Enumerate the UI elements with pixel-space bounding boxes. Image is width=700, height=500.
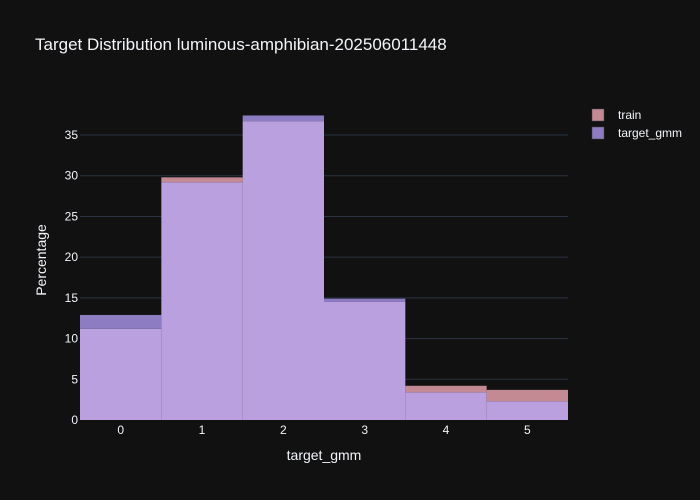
- y-tick-label: 20: [65, 250, 79, 264]
- chart-title: Target Distribution luminous-amphibian-2…: [35, 35, 447, 54]
- y-tick-label: 30: [65, 169, 79, 183]
- x-tick-label: 0: [117, 423, 124, 437]
- bar-target_gmm-0: [80, 314, 162, 329]
- x-tick-label: 3: [361, 423, 368, 437]
- bar-train-1: [161, 177, 243, 183]
- bar-overlap-5: [486, 401, 568, 420]
- y-tick-label: 15: [65, 291, 79, 305]
- legend-swatch: [591, 108, 605, 122]
- y-axis-title: Percentage: [33, 224, 49, 296]
- bar-target_gmm-3: [324, 298, 406, 302]
- y-tick-label: 35: [65, 128, 79, 142]
- x-axis-title: target_gmm: [287, 447, 362, 463]
- bar-train-5: [486, 389, 568, 402]
- bar-overlap-2: [242, 121, 324, 421]
- bars: [80, 115, 568, 421]
- bar-train-4: [405, 385, 487, 393]
- x-tick-label: 2: [280, 423, 287, 437]
- y-tick-label: 10: [65, 332, 79, 346]
- y-tick-label: 25: [65, 209, 79, 223]
- bar-overlap-4: [405, 392, 487, 420]
- legend-label: train: [618, 108, 641, 122]
- y-axis-ticks: 0 5 10 15 20 25 30 35: [65, 128, 79, 427]
- y-tick-label: 0: [71, 413, 78, 427]
- bar-overlap-3: [324, 301, 406, 420]
- legend-item-train[interactable]: train: [591, 108, 641, 122]
- x-tick-label: 1: [199, 423, 206, 437]
- legend-swatch: [591, 126, 605, 140]
- legend[interactable]: train target_gmm: [591, 108, 682, 140]
- bar-overlap-0: [80, 328, 162, 420]
- y-tick-label: 5: [71, 372, 78, 386]
- legend-label: target_gmm: [618, 126, 682, 140]
- legend-item-target_gmm[interactable]: target_gmm: [591, 126, 682, 140]
- x-tick-label: 5: [524, 423, 531, 437]
- x-tick-label: 4: [443, 423, 450, 437]
- x-axis-ticks: 0 1 2 3 4 5: [117, 423, 531, 437]
- bar-overlap-1: [161, 182, 243, 420]
- bar-target_gmm-2: [242, 115, 324, 122]
